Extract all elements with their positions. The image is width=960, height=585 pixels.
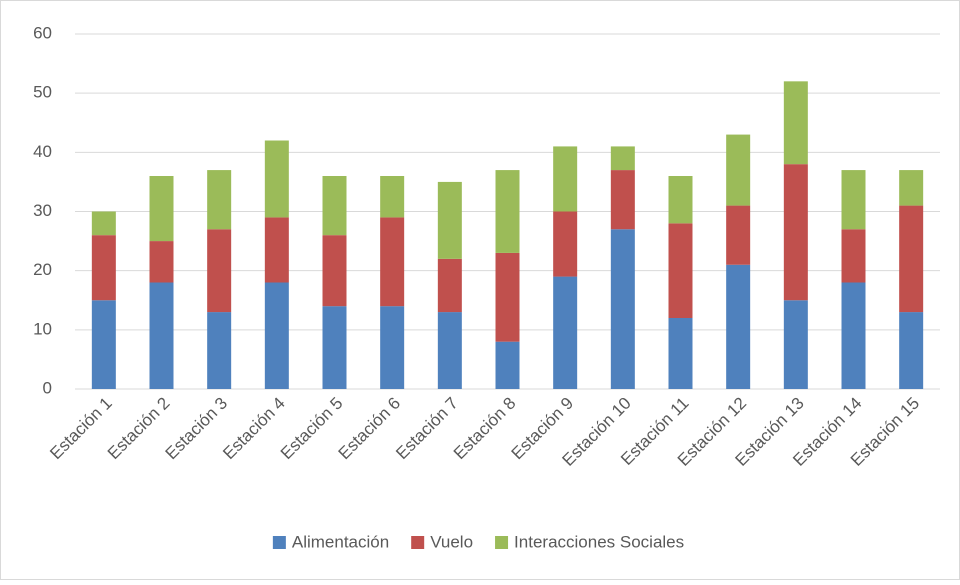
- bar-segment: [207, 170, 232, 230]
- bar-segment: [726, 205, 751, 265]
- y-tick-label: 20: [33, 260, 52, 279]
- bar-segment: [149, 241, 174, 283]
- bar-segment: [668, 223, 693, 318]
- bar-segment: [899, 312, 924, 389]
- bar-segment: [437, 312, 462, 389]
- legend-label: Alimentación: [292, 532, 389, 551]
- bar-segment: [668, 176, 693, 224]
- bar-segment: [783, 164, 808, 301]
- bar-segment: [841, 229, 866, 283]
- bar-segment: [91, 300, 116, 389]
- bar-segment: [668, 318, 693, 389]
- bar-segment: [207, 229, 232, 313]
- bar-segment: [841, 282, 866, 389]
- bar-segment: [610, 229, 635, 389]
- y-tick-label: 40: [33, 142, 52, 161]
- bar-segment: [322, 306, 347, 389]
- y-tick-label: 10: [33, 319, 52, 338]
- bar-segment: [495, 341, 520, 389]
- bar-segment: [841, 170, 866, 230]
- bar-segment: [91, 211, 116, 236]
- y-tick-label: 0: [43, 378, 52, 397]
- bar-segment: [437, 181, 462, 259]
- legend-swatch: [495, 536, 509, 549]
- bar-segment: [380, 176, 405, 218]
- bar-segment: [149, 282, 174, 389]
- bar-segment: [899, 170, 924, 206]
- bar-segment: [91, 235, 116, 301]
- bar-segment: [264, 140, 289, 218]
- bar-segment: [380, 217, 405, 307]
- bar-segment: [783, 81, 808, 165]
- bar-segment: [899, 205, 924, 313]
- bar-segment: [322, 176, 347, 236]
- legend-label: Vuelo: [430, 532, 473, 551]
- y-tick-label: 50: [33, 83, 52, 102]
- bar-segment: [437, 258, 462, 313]
- bar-segment: [149, 176, 174, 242]
- bar-segment: [553, 146, 578, 212]
- y-tick-label: 30: [33, 201, 52, 220]
- legend-swatch: [411, 536, 425, 549]
- legend-label: Interacciones Sociales: [514, 532, 684, 551]
- bar-segment: [610, 170, 635, 230]
- bar-segment: [783, 300, 808, 389]
- bar-segment: [553, 211, 578, 277]
- bar-segment: [322, 235, 347, 307]
- bar-segment: [726, 134, 751, 206]
- bar-segment: [495, 170, 520, 253]
- y-tick-label: 60: [33, 23, 52, 42]
- bar-segment: [495, 252, 520, 342]
- bar-segment: [726, 264, 751, 389]
- bar-segment: [264, 282, 289, 389]
- bar-segment: [380, 306, 405, 389]
- bar-segment: [610, 146, 635, 171]
- legend-swatch: [272, 536, 286, 549]
- bar-segment: [207, 312, 232, 389]
- bar-segment: [264, 217, 289, 283]
- bar-segment: [553, 276, 578, 389]
